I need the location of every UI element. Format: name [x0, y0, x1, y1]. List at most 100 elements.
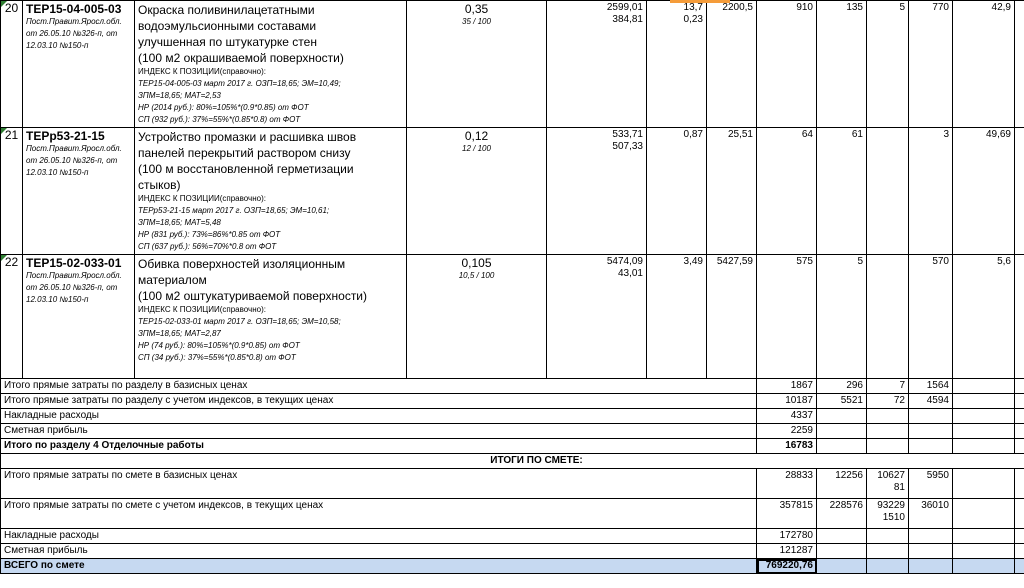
- machine-cost-cell[interactable]: 3,49: [646, 254, 707, 379]
- total-label[interactable]: Сметная прибыль: [0, 543, 757, 559]
- row-number-cell[interactable]: 22: [0, 254, 23, 379]
- total-label[interactable]: Итого прямые затраты по смете с учетом и…: [0, 498, 757, 529]
- machine-cost-cell[interactable]: 0,87: [646, 127, 707, 255]
- total-value-c8[interactable]: [816, 438, 867, 454]
- name-cell[interactable]: Устройство промазки и расшивка швов панел…: [134, 127, 407, 255]
- total-value-c12[interactable]: 31,48: [1014, 378, 1024, 394]
- total-value-c11[interactable]: [952, 423, 1015, 439]
- total-value-c10[interactable]: 1564: [908, 378, 953, 394]
- total-value-c9[interactable]: [866, 543, 909, 559]
- total-value-c7[interactable]: 4337: [756, 408, 817, 424]
- total-value-c10[interactable]: [908, 558, 953, 574]
- total-label[interactable]: ВСЕГО по смете: [0, 558, 757, 574]
- total-value-c10[interactable]: [908, 528, 953, 544]
- total-value-c8[interactable]: [816, 528, 867, 544]
- total-value-c11[interactable]: [952, 528, 1015, 544]
- value-cell-c11[interactable]: 5,6: [952, 254, 1015, 379]
- value-cell-c10[interactable]: 570: [908, 254, 953, 379]
- total-value-c7[interactable]: 769220,76: [756, 558, 817, 574]
- row-number-cell[interactable]: 21: [0, 127, 23, 255]
- value-cell-c6[interactable]: 5427,59: [706, 254, 757, 379]
- value-cell-c11[interactable]: 49,69: [952, 127, 1015, 255]
- total-value-c7[interactable]: 28833: [756, 468, 817, 499]
- code-cell[interactable]: ТЕР15-04-005-03 Пост.Правит.Яросл.обл. от…: [22, 0, 135, 128]
- total-value-c11[interactable]: [952, 543, 1015, 559]
- total-value-c12[interactable]: 31,48: [1014, 438, 1024, 454]
- value-cell-c11[interactable]: 42,9: [952, 0, 1015, 128]
- quantity-cell[interactable]: 0,105 10,5 / 100: [406, 254, 547, 379]
- total-label[interactable]: Накладные расходы: [0, 528, 757, 544]
- total-value-c9[interactable]: [866, 408, 909, 424]
- total-value-c7[interactable]: 10187: [756, 393, 817, 409]
- total-value-c7[interactable]: 2259: [756, 423, 817, 439]
- value-cell-c12[interactable]: 15,02: [1014, 0, 1024, 128]
- total-value-c11[interactable]: [952, 468, 1015, 499]
- total-value-c11[interactable]: [952, 378, 1015, 394]
- machine-cost-cell[interactable]: 13,7 0,23: [646, 0, 707, 128]
- name-cell[interactable]: Обивка поверхностей изоляционным материал…: [134, 254, 407, 379]
- total-value-c10[interactable]: [908, 408, 953, 424]
- value-cell-c6[interactable]: 2200,5: [706, 0, 757, 128]
- total-value-c8[interactable]: [816, 423, 867, 439]
- total-value-c11[interactable]: [952, 498, 1015, 529]
- total-value-c10[interactable]: [908, 423, 953, 439]
- value-cell-c6[interactable]: 25,51: [706, 127, 757, 255]
- total-value-c7[interactable]: 357815: [756, 498, 817, 529]
- total-value-c9[interactable]: 10627 81: [866, 468, 909, 499]
- total-value-c7[interactable]: 1867: [756, 378, 817, 394]
- total-value-c10[interactable]: 5950: [908, 468, 953, 499]
- value-cell-c7[interactable]: 575: [756, 254, 817, 379]
- quantity-cell[interactable]: 0,12 12 / 100: [406, 127, 547, 255]
- value-cell-c9[interactable]: [866, 127, 909, 255]
- total-value-c8[interactable]: [816, 543, 867, 559]
- total-value-c11[interactable]: [952, 558, 1015, 574]
- total-value-c9[interactable]: [866, 423, 909, 439]
- code-cell[interactable]: ТЕР15-02-033-01 Пост.Правит.Яросл.обл. от…: [22, 254, 135, 379]
- name-cell[interactable]: Окраска поливинилацетатными водоэмульсион…: [134, 0, 407, 128]
- total-value-c12[interactable]: [1014, 528, 1024, 544]
- total-value-c12[interactable]: [1014, 543, 1024, 559]
- total-value-c12[interactable]: 1377,88: [1014, 498, 1024, 529]
- total-value-c9[interactable]: [866, 438, 909, 454]
- value-cell-c7[interactable]: 64: [756, 127, 817, 255]
- total-value-c10[interactable]: 36010: [908, 498, 953, 529]
- total-value-c8[interactable]: [816, 408, 867, 424]
- total-value-c9[interactable]: [866, 528, 909, 544]
- total-value-c12[interactable]: 31,48: [1014, 393, 1024, 409]
- value-cell-c12[interactable]: 0,59: [1014, 254, 1024, 379]
- unit-cost-cell[interactable]: 533,71 507,33: [546, 127, 647, 255]
- total-value-c9[interactable]: 72: [866, 393, 909, 409]
- total-label[interactable]: Накладные расходы: [0, 408, 757, 424]
- total-label[interactable]: Итого по разделу 4 Отделочные работы: [0, 438, 757, 454]
- total-value-c7[interactable]: 172780: [756, 528, 817, 544]
- code-cell[interactable]: ТЕРр53-21-15 Пост.Правит.Яросл.обл. от 26…: [22, 127, 135, 255]
- total-value-c8[interactable]: 5521: [816, 393, 867, 409]
- total-value-c12[interactable]: 1377,88: [1014, 558, 1024, 574]
- total-label[interactable]: Итого прямые затраты по смете в базисных…: [0, 468, 757, 499]
- unit-cost-cell[interactable]: 2599,01 384,81: [546, 0, 647, 128]
- total-value-c8[interactable]: [816, 558, 867, 574]
- total-value-c12[interactable]: [1014, 408, 1024, 424]
- value-cell-c9[interactable]: [866, 254, 909, 379]
- total-value-c12[interactable]: [1014, 423, 1024, 439]
- value-cell-c9[interactable]: 5: [866, 0, 909, 128]
- value-cell-c12[interactable]: 5,96: [1014, 127, 1024, 255]
- value-cell-c10[interactable]: 770: [908, 0, 953, 128]
- value-cell-c8[interactable]: 5: [816, 254, 867, 379]
- total-value-c9[interactable]: [866, 558, 909, 574]
- total-value-c10[interactable]: [908, 543, 953, 559]
- total-value-c11[interactable]: [952, 438, 1015, 454]
- total-value-c11[interactable]: [952, 408, 1015, 424]
- total-value-c10[interactable]: 4594: [908, 393, 953, 409]
- total-value-c7[interactable]: 121287: [756, 543, 817, 559]
- total-label[interactable]: Итого прямые затраты по разделу в базисн…: [0, 378, 757, 394]
- total-value-c8[interactable]: 12256: [816, 468, 867, 499]
- total-value-c8[interactable]: 228576: [816, 498, 867, 529]
- total-value-c12[interactable]: 1377,88: [1014, 468, 1024, 499]
- value-cell-c8[interactable]: 135: [816, 0, 867, 128]
- total-value-c9[interactable]: 93229 1510: [866, 498, 909, 529]
- total-value-c8[interactable]: 296: [816, 378, 867, 394]
- total-label[interactable]: Сметная прибыль: [0, 423, 757, 439]
- value-cell-c10[interactable]: 3: [908, 127, 953, 255]
- total-value-c11[interactable]: [952, 393, 1015, 409]
